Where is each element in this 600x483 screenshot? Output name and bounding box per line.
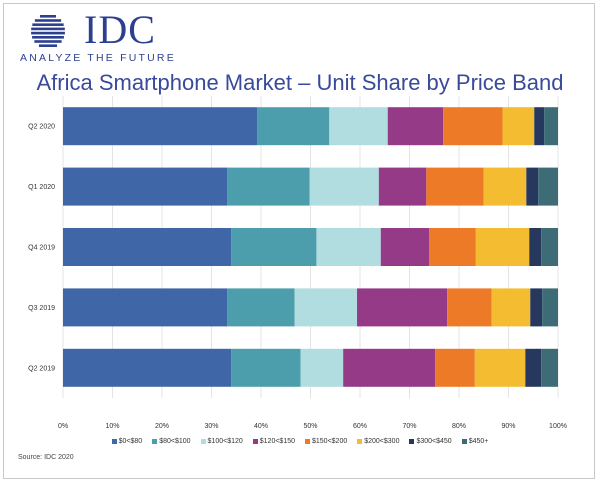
bar-segment — [227, 288, 295, 327]
legend-swatch — [357, 439, 363, 444]
legend-item: $200<$300 — [357, 438, 399, 445]
bar-segment — [542, 288, 558, 327]
bar-segment — [343, 348, 436, 387]
bar-segment — [541, 348, 558, 387]
legend-label: $200<$300 — [364, 438, 400, 445]
bar-segment — [443, 107, 503, 146]
x-tick-label: 60% — [353, 423, 367, 430]
bar-segment — [474, 348, 526, 387]
bar-segment — [435, 348, 475, 387]
logo-stripe — [31, 31, 65, 35]
bar-segment — [541, 228, 558, 266]
bar-segment — [491, 288, 531, 327]
legend-item: $100<$120 — [200, 438, 243, 445]
legend-label: $80<$100 — [159, 438, 191, 445]
bar-segment — [534, 107, 545, 146]
y-category-label: Q2 2020 — [28, 124, 55, 131]
legend-swatch — [111, 439, 117, 444]
bar-segment — [231, 348, 301, 387]
logo-stripe — [32, 36, 64, 39]
bar-segment — [380, 228, 430, 266]
legend-label: $150<$200 — [312, 438, 348, 445]
logo-stripe — [34, 19, 62, 22]
bar-segment — [257, 107, 330, 146]
bar-segment — [426, 167, 484, 206]
legend-swatch — [200, 439, 206, 444]
x-tick-label: 30% — [204, 423, 218, 430]
legend-label: $0<$80 — [118, 438, 143, 445]
legend-label: $100<$120 — [207, 438, 243, 445]
legend-item: $150<$200 — [305, 438, 347, 445]
legend-item: $300<$450 — [409, 438, 452, 445]
source-note: Source: IDC 2020 — [18, 454, 74, 461]
logo-stripe — [32, 23, 64, 26]
legend-swatch — [252, 439, 258, 444]
bar-segment — [227, 167, 310, 206]
bar-segment — [329, 107, 388, 146]
bar-segment — [429, 228, 476, 266]
x-tick-label: 20% — [155, 423, 169, 430]
legend-item: $450+ — [461, 438, 489, 445]
y-category-label: Q1 2020 — [28, 184, 55, 191]
bar-segment — [525, 348, 542, 387]
bar-segment — [309, 167, 379, 206]
bar-segment — [378, 167, 427, 206]
brand-tagline: ANALYZE THE FUTURE — [20, 52, 176, 64]
bar-segment — [63, 167, 228, 206]
bar-segment — [475, 228, 530, 266]
bar-segment — [63, 348, 232, 387]
logo-stripe — [31, 27, 65, 31]
bar-segment — [502, 107, 535, 146]
y-category-label: Q4 2019 — [28, 245, 55, 252]
bar-segment — [294, 288, 358, 327]
bar-segment — [526, 167, 539, 206]
logo-stripe — [40, 15, 56, 18]
chart-legend: $0<$80 $80<$100 $100<$120 $120<$150 $150<$20… — [0, 438, 600, 445]
x-tick-label: 100% — [549, 423, 567, 430]
legend-swatch — [305, 439, 310, 444]
legend-swatch — [461, 439, 467, 444]
bar-segment — [544, 107, 558, 146]
bar-segment — [529, 228, 542, 266]
legend-label: $300<$450 — [416, 438, 452, 445]
bar-segment — [63, 288, 228, 327]
bar-segment — [483, 167, 527, 206]
legend-swatch — [152, 439, 158, 444]
x-tick-label: 10% — [105, 423, 119, 430]
bar-segment — [63, 228, 232, 266]
brand-name: IDC — [84, 7, 156, 52]
bar-segment — [447, 288, 492, 327]
x-tick-label: 90% — [501, 423, 515, 430]
globe-icon — [31, 15, 65, 47]
x-tick-label: 40% — [254, 423, 268, 430]
x-tick-label: 70% — [402, 423, 416, 430]
x-tick-label: 50% — [303, 423, 317, 430]
legend-item: $80<$100 — [152, 438, 191, 445]
legend-swatch — [409, 439, 415, 444]
legend-item: $120<$150 — [252, 438, 295, 445]
logo-stripe — [38, 44, 58, 47]
x-tick-label: 80% — [452, 423, 466, 430]
idc-logo: IDC ANALYZE THE FUTURE — [18, 8, 188, 68]
chart-title: Africa Smartphone Market – Unit Share by… — [36, 70, 564, 95]
bar-segment — [300, 348, 344, 387]
y-category-label: Q3 2019 — [28, 305, 55, 312]
bar-segment — [387, 107, 444, 146]
x-tick-label: 0% — [58, 423, 68, 430]
logo-stripe — [34, 40, 62, 43]
bar-segment — [357, 288, 448, 327]
bar-segment — [538, 167, 558, 206]
bar-segment — [231, 228, 317, 266]
bar-segment — [530, 288, 543, 327]
legend-label: $120<$150 — [259, 438, 295, 445]
bar-segment — [316, 228, 381, 266]
y-category-label: Q2 2019 — [28, 365, 55, 372]
legend-item: $0<$80 — [111, 438, 143, 445]
legend-label: $450+ — [468, 438, 489, 445]
bar-segment — [63, 107, 258, 146]
